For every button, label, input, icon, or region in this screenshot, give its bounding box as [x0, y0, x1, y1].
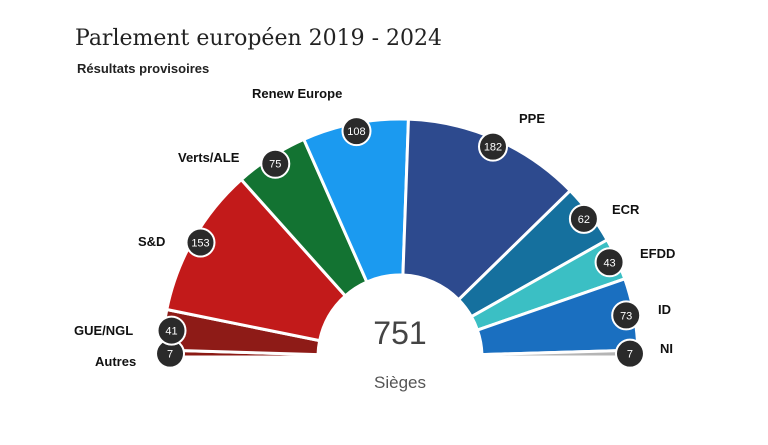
label-s-d: S&D [138, 234, 165, 249]
total-seats-label: Sièges [374, 373, 426, 392]
badge-ni: 7 [614, 338, 645, 369]
badge-circle [611, 300, 642, 331]
segment-s-d [165, 177, 348, 343]
badge-value: 62 [578, 214, 590, 226]
badge-s-d: 153 [185, 227, 216, 258]
label-verts-ale: Verts/ALE [178, 150, 240, 165]
chart-subtitle: Résultats provisoires [77, 61, 210, 76]
label-renew-europe: Renew Europe [252, 86, 342, 101]
badge-value: 75 [269, 159, 281, 171]
badge-value: 7 [167, 349, 173, 361]
badge-circle [568, 203, 599, 234]
total-seats-value: 751 [373, 315, 426, 351]
label-autres: Autres [95, 354, 136, 369]
badge-circle [594, 247, 625, 278]
badge-circle [614, 338, 645, 369]
badge-ecr: 62 [568, 203, 599, 234]
label-ppe: PPE [519, 111, 545, 126]
chart-title: Parlement européen 2019 - 2024 [75, 26, 443, 51]
badge-value: 153 [191, 238, 209, 250]
badge-value: 73 [620, 310, 632, 322]
badge-ppe: 182 [477, 131, 508, 162]
badge-value: 7 [627, 349, 633, 361]
badge-circle [260, 148, 291, 179]
badge-renew-europe: 108 [341, 116, 372, 147]
badge-value: 108 [347, 126, 365, 138]
badge-circle [185, 227, 216, 258]
badge-value: 41 [165, 326, 177, 338]
badge-id: 73 [611, 300, 642, 331]
label-efdd: EFDD [640, 246, 675, 261]
segment-ppe [401, 117, 573, 302]
label-ni: NI [660, 341, 673, 356]
badge-value: 182 [484, 142, 502, 154]
label-gue-ngl: GUE/NGL [74, 323, 133, 338]
label-id: ID [658, 302, 671, 317]
badge-gue-ngl: 41 [156, 315, 187, 346]
badge-circle [477, 131, 508, 162]
badge-circle [156, 315, 187, 346]
badge-value: 43 [603, 257, 615, 269]
label-ecr: ECR [612, 202, 640, 217]
badge-circle [341, 116, 372, 147]
badge-efdd: 43 [594, 247, 625, 278]
badge-verts-ale: 75 [260, 148, 291, 179]
